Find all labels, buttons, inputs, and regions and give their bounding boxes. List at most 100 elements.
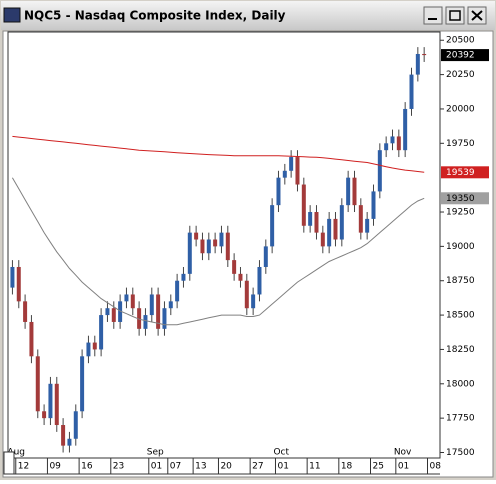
y-tick-label: 20000 — [446, 104, 475, 114]
candle-body — [80, 356, 85, 412]
candle-body — [244, 280, 249, 309]
candle-body — [232, 260, 237, 274]
candle-body — [23, 301, 28, 322]
moving-average-line — [11, 177, 425, 326]
candle-body — [314, 212, 319, 233]
candle-body — [327, 218, 332, 247]
y-tick-label: 17500 — [446, 448, 475, 458]
candle-body — [206, 239, 211, 254]
candle-body — [200, 239, 205, 254]
candle-body — [61, 425, 66, 446]
candle-body — [181, 273, 186, 281]
candle-body — [308, 212, 313, 226]
x-tick-label: 27 — [252, 462, 263, 472]
x-tick-label: 11 — [309, 462, 320, 472]
candle-body — [86, 342, 91, 357]
x-tick-label: 01 — [277, 462, 288, 472]
candle-body — [390, 136, 395, 144]
candle-body — [225, 232, 230, 261]
x-tick-label: 01 — [398, 462, 409, 472]
candle-body — [333, 218, 338, 240]
candle-body — [219, 232, 224, 247]
candle-body — [251, 294, 256, 309]
candle-body — [320, 232, 325, 247]
candle-body — [16, 266, 21, 302]
candle-body — [149, 294, 154, 316]
x-tick-label: 25 — [372, 462, 383, 472]
title-bar — [1, 1, 495, 30]
price-badge — [441, 166, 489, 179]
scroll-box — [3, 451, 15, 475]
candle-body — [257, 266, 262, 295]
y-tick-label: 18000 — [446, 379, 475, 389]
candle-body — [289, 157, 294, 171]
y-tick-label: 20500 — [446, 36, 475, 46]
candle-body — [270, 205, 275, 247]
y-tick-label: 17750 — [446, 414, 475, 424]
app-icon — [3, 7, 21, 23]
month-label: Oct — [273, 448, 289, 458]
candle-body — [263, 246, 268, 267]
candle-body — [168, 301, 173, 309]
plot: 17500 17750 18000 18250 18500 18750 19000 19250… — [7, 36, 489, 474]
candle-body — [35, 356, 40, 412]
month-label: Aug — [7, 448, 25, 458]
price-badge-label: 19350 — [446, 194, 475, 204]
price-badge — [441, 192, 489, 205]
y-tick-label: 18250 — [446, 345, 475, 355]
candle-body — [276, 177, 281, 206]
candle-body — [213, 239, 218, 247]
window-title: NQC5 - Nasdaq Composite Index, Daily — [24, 9, 286, 23]
y-tick-label: 19750 — [446, 139, 475, 149]
x-tick-label: 07 — [170, 462, 181, 472]
candle-body — [194, 232, 199, 240]
x-tick-label: 20 — [220, 462, 232, 472]
candle-body — [346, 177, 351, 206]
candle-body — [10, 266, 15, 288]
candle-body — [282, 170, 287, 178]
candle-body — [92, 342, 97, 350]
candle-body — [295, 157, 300, 185]
candle-body — [118, 301, 123, 322]
close-button[interactable] — [467, 6, 487, 25]
price-badge-label: 19539 — [446, 168, 475, 178]
candle-body — [48, 383, 53, 419]
x-tick-label: 09 — [49, 462, 61, 472]
x-tick-label: 12 — [18, 462, 29, 472]
x-tick-label: 08 — [429, 462, 441, 472]
candle-body — [156, 294, 161, 329]
y-tick-label: 18500 — [446, 311, 475, 321]
candle-body — [67, 438, 72, 446]
candle-body — [111, 308, 116, 322]
maximize-button[interactable] — [445, 6, 465, 25]
price-badge-label: 20392 — [446, 51, 475, 61]
y-tick-label: 20250 — [446, 70, 475, 80]
price-badge — [441, 49, 489, 62]
candle-body — [130, 294, 135, 309]
minimize-button[interactable] — [423, 6, 443, 25]
candle-body — [105, 308, 110, 316]
candle-body — [415, 53, 420, 75]
x-tick-label: 16 — [81, 462, 93, 472]
candle-body — [73, 411, 78, 439]
candle-body — [124, 294, 129, 302]
candle-body — [99, 315, 104, 350]
candle-body — [339, 205, 344, 240]
x-tick-label: 01 — [151, 462, 162, 472]
candle-body — [409, 74, 414, 109]
y-tick-label: 19250 — [446, 208, 475, 218]
x-tick-label: 23 — [113, 462, 124, 472]
candle-body — [365, 218, 370, 233]
y-tick-label: 19000 — [446, 242, 475, 252]
candle-body — [42, 411, 47, 419]
candle-body — [371, 191, 376, 219]
candle-body — [301, 184, 306, 226]
candle-body — [175, 280, 180, 302]
x-tick-label: 13 — [195, 462, 206, 472]
x-tick-label: 18 — [341, 462, 353, 472]
candle-body — [384, 143, 389, 151]
candle-body — [187, 232, 192, 274]
candle-body — [358, 205, 363, 233]
